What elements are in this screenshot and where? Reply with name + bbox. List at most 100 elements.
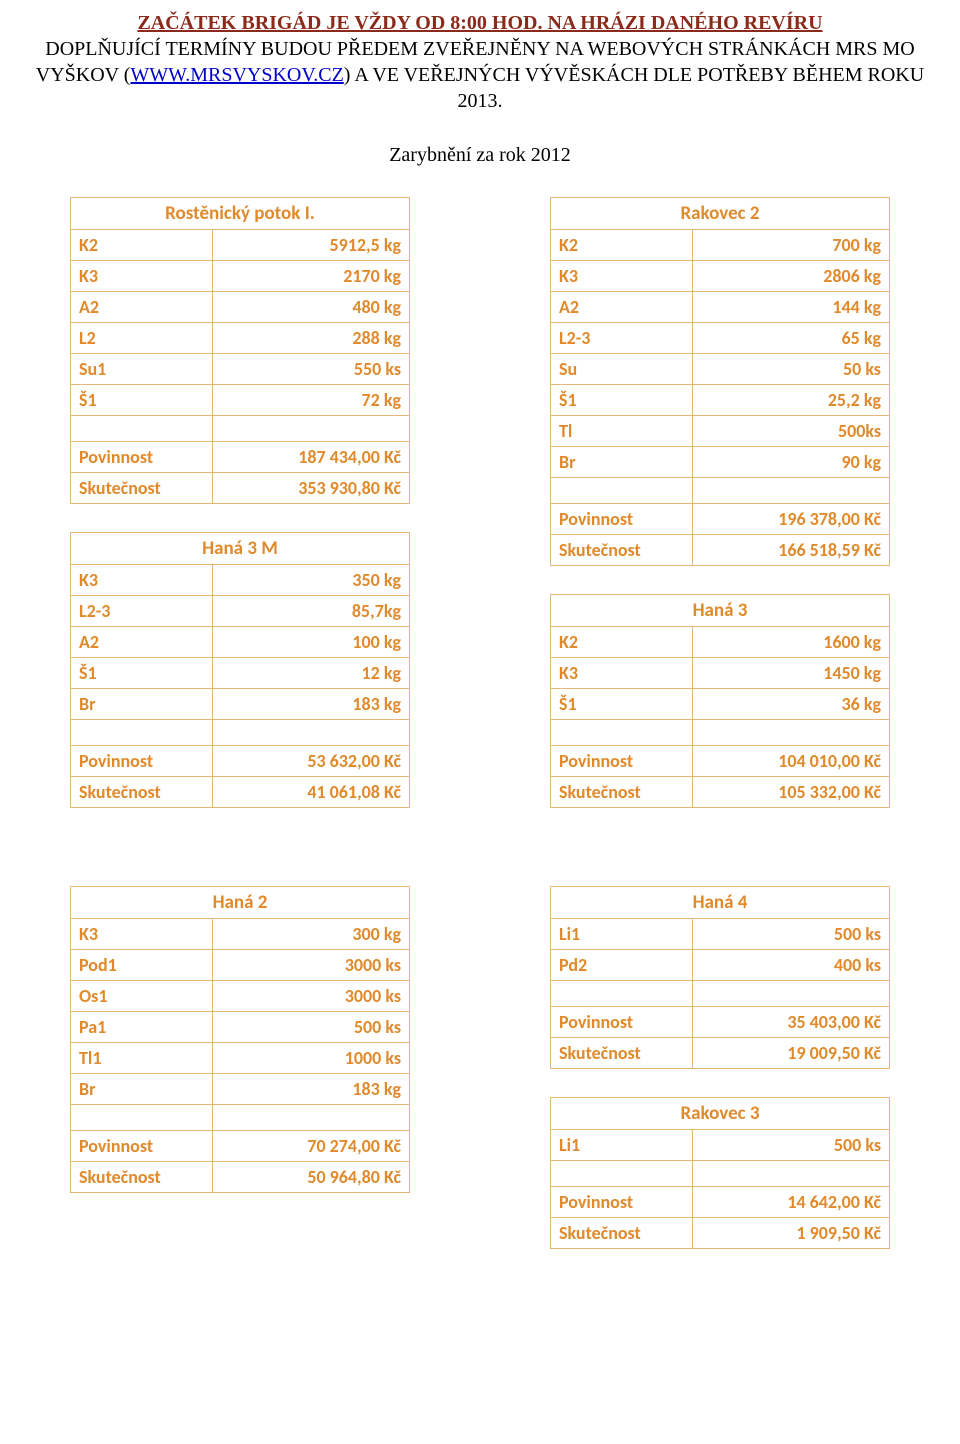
columns-row-1: Rostěnický potok I. K25912,5 kg K32170 k…	[20, 197, 940, 836]
row-label: L2-3	[71, 596, 213, 627]
header-url-link[interactable]: WWW.MRSVYSKOV.CZ	[130, 64, 343, 86]
row-value: 1600 kg	[693, 627, 890, 658]
row-value: 65 kg	[693, 323, 890, 354]
povinnost-label: Povinnost	[71, 442, 213, 473]
table-title: Haná 2	[71, 887, 410, 919]
row-value: 3000 ks	[213, 981, 410, 1012]
povinnost-label: Povinnost	[551, 1007, 693, 1038]
skutecnost-value: 19 009,50 Kč	[693, 1038, 890, 1069]
povinnost-value: 14 642,00 Kč	[693, 1187, 890, 1218]
row-label: Š1	[71, 385, 213, 416]
row-value: 350 kg	[213, 565, 410, 596]
row-value: 400 ks	[693, 950, 890, 981]
row-label: K3	[71, 919, 213, 950]
row-value: 90 kg	[693, 447, 890, 478]
row-value: 5912,5 kg	[213, 230, 410, 261]
table-title: Rakovec 2	[551, 198, 890, 230]
row-label: A2	[551, 292, 693, 323]
table-title: Haná 3	[551, 595, 890, 627]
table-title: Rakovec 3	[551, 1098, 890, 1130]
row-value: 2806 kg	[693, 261, 890, 292]
row-label: Li1	[551, 919, 693, 950]
row-label: Š1	[551, 385, 693, 416]
table-rostenicky: Rostěnický potok I. K25912,5 kg K32170 k…	[70, 197, 410, 504]
povinnost-label: Povinnost	[551, 1187, 693, 1218]
row-value: 3000 ks	[213, 950, 410, 981]
row-value: 500 ks	[693, 1130, 890, 1161]
povinnost-value: 196 378,00 Kč	[693, 504, 890, 535]
row-value: 1450 kg	[693, 658, 890, 689]
skutecnost-label: Skutečnost	[71, 1162, 213, 1193]
row-label: K3	[551, 261, 693, 292]
right-column-2: Haná 4 Li1500 ks Pd2400 ks Povinnost35 4…	[550, 886, 890, 1277]
empty-cell	[213, 720, 410, 746]
table-hana3: Haná 3 K21600 kg K31450 kg Š136 kg Povin…	[550, 594, 890, 808]
empty-cell	[213, 1105, 410, 1131]
row-value: 500 ks	[693, 919, 890, 950]
row-label: Br	[71, 1074, 213, 1105]
skutecnost-value: 1 909,50 Kč	[693, 1218, 890, 1249]
empty-cell	[551, 1161, 693, 1187]
povinnost-value: 35 403,00 Kč	[693, 1007, 890, 1038]
table-rakovec2: Rakovec 2 K2700 kg K32806 kg A2144 kg L2…	[550, 197, 890, 566]
row-label: K2	[551, 230, 693, 261]
table-hana4: Haná 4 Li1500 ks Pd2400 ks Povinnost35 4…	[550, 886, 890, 1069]
row-value: 500ks	[693, 416, 890, 447]
table-title: Haná 4	[551, 887, 890, 919]
skutecnost-label: Skutečnost	[71, 473, 213, 504]
header-line-2: DOPLŇUJÍCÍ TERMÍNY BUDOU PŘEDEM ZVEŘEJNĚ…	[20, 36, 940, 114]
table-title: Haná 3 M	[71, 533, 410, 565]
empty-cell	[551, 720, 693, 746]
row-label: Pd2	[551, 950, 693, 981]
povinnost-label: Povinnost	[71, 1131, 213, 1162]
povinnost-value: 104 010,00 Kč	[693, 746, 890, 777]
empty-cell	[693, 478, 890, 504]
skutecnost-label: Skutečnost	[551, 1038, 693, 1069]
povinnost-value: 53 632,00 Kč	[213, 746, 410, 777]
empty-cell	[71, 416, 213, 442]
row-label: Su1	[71, 354, 213, 385]
row-label: Su	[551, 354, 693, 385]
povinnost-value: 70 274,00 Kč	[213, 1131, 410, 1162]
row-label: A2	[71, 292, 213, 323]
row-label: Pa1	[71, 1012, 213, 1043]
header-text-after-link: ) A VE VEŘEJNÝCH VÝVĚSKÁCH DLE POTŘEBY B…	[344, 64, 924, 112]
empty-cell	[693, 1161, 890, 1187]
row-label: Tl	[551, 416, 693, 447]
empty-cell	[551, 478, 693, 504]
columns-row-2: Haná 2 K3300 kg Pod13000 ks Os13000 ks P…	[20, 886, 940, 1277]
page-subtitle: Zarybnění za rok 2012	[20, 144, 940, 167]
row-label: Br	[71, 689, 213, 720]
row-label: Br	[551, 447, 693, 478]
povinnost-label: Povinnost	[551, 746, 693, 777]
row-value: 700 kg	[693, 230, 890, 261]
row-value: 36 kg	[693, 689, 890, 720]
row-label: Os1	[71, 981, 213, 1012]
skutecnost-label: Skutečnost	[71, 777, 213, 808]
povinnost-label: Povinnost	[71, 746, 213, 777]
row-label: Š1	[71, 658, 213, 689]
empty-cell	[693, 981, 890, 1007]
row-value: 2170 kg	[213, 261, 410, 292]
row-label: K2	[551, 627, 693, 658]
row-value: 50 ks	[693, 354, 890, 385]
row-value: 144 kg	[693, 292, 890, 323]
row-value: 12 kg	[213, 658, 410, 689]
row-label: Li1	[551, 1130, 693, 1161]
povinnost-value: 187 434,00 Kč	[213, 442, 410, 473]
row-label: K3	[71, 261, 213, 292]
row-value: 500 ks	[213, 1012, 410, 1043]
table-hana3m: Haná 3 M K3350 kg L2-385,7kg A2100 kg Š1…	[70, 532, 410, 808]
empty-cell	[551, 981, 693, 1007]
row-value: 85,7kg	[213, 596, 410, 627]
skutecnost-value: 353 930,80 Kč	[213, 473, 410, 504]
row-value: 25,2 kg	[693, 385, 890, 416]
row-label: Pod1	[71, 950, 213, 981]
row-value: 183 kg	[213, 1074, 410, 1105]
row-label: L2-3	[551, 323, 693, 354]
skutecnost-value: 166 518,59 Kč	[693, 535, 890, 566]
povinnost-label: Povinnost	[551, 504, 693, 535]
skutecnost-value: 50 964,80 Kč	[213, 1162, 410, 1193]
row-value: 288 kg	[213, 323, 410, 354]
row-value: 100 kg	[213, 627, 410, 658]
